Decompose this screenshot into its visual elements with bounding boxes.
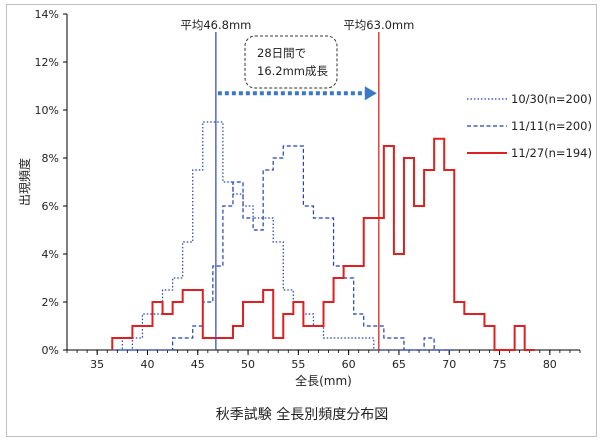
x-tick-label: 35 (90, 358, 104, 371)
x-tick-label: 65 (392, 358, 406, 371)
x-tick-label: 50 (241, 358, 255, 371)
y-tick-label: 0% (42, 344, 59, 357)
legend-entry: 10/30(n=200) (511, 92, 592, 106)
y-tick-label: 10% (35, 104, 59, 117)
y-tick-label: 6% (42, 200, 59, 213)
series-1 (112, 145, 455, 351)
mean-label: 平均46.8mm (180, 18, 251, 32)
series-line (111, 137, 535, 351)
y-tick-label: 2% (42, 296, 59, 309)
legend-entry: 11/27(n=194) (511, 146, 592, 160)
y-axis-title: 出現頻度 (17, 158, 32, 206)
mean-label: 平均63.0mm (343, 18, 414, 32)
x-tick-label: 60 (342, 358, 356, 371)
y-tick-label: 8% (42, 152, 59, 165)
chart-title: 秋季試験 全長別頻度分布図 (216, 406, 388, 423)
chart-frame: 0% 2% 4% 6% 8% 10% 12% 14% 35 40 45 50 55 60 65 70 75 80 全… (6, 4, 597, 437)
y-tick-label: 12% (35, 56, 59, 69)
legend-entry: 11/11(n=200) (511, 119, 592, 133)
x-tick-label: 80 (543, 358, 557, 371)
growth-arrow-head (364, 86, 377, 101)
x-tick-label: 55 (291, 358, 305, 371)
annotation-box (244, 35, 338, 89)
legend: 10/30(n=200) 11/11(n=200) 11/27(n=194) (467, 92, 592, 160)
x-tick-label: 40 (140, 358, 154, 371)
y-tick-label: 4% (42, 248, 59, 261)
annotation-line: 16.2mm成長 (257, 64, 329, 78)
x-axis-title: 全長(mm) (295, 373, 352, 388)
x-tick-label: 70 (442, 358, 456, 371)
x-tick-label: 75 (493, 358, 507, 371)
series-2 (111, 137, 535, 351)
y-tick-label: 14% (35, 8, 59, 21)
x-tick-label: 45 (191, 358, 205, 371)
histogram-chart: 0% 2% 4% 6% 8% 10% 12% 14% 35 40 45 50 55 60 65 70 75 80 全… (17, 8, 592, 423)
annotation-line: 28日間で (257, 46, 306, 60)
series-line (112, 145, 455, 351)
